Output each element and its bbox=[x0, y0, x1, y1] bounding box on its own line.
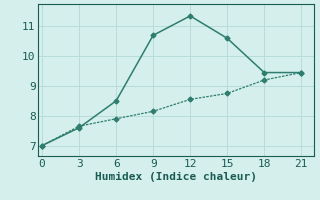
X-axis label: Humidex (Indice chaleur): Humidex (Indice chaleur) bbox=[95, 172, 257, 182]
